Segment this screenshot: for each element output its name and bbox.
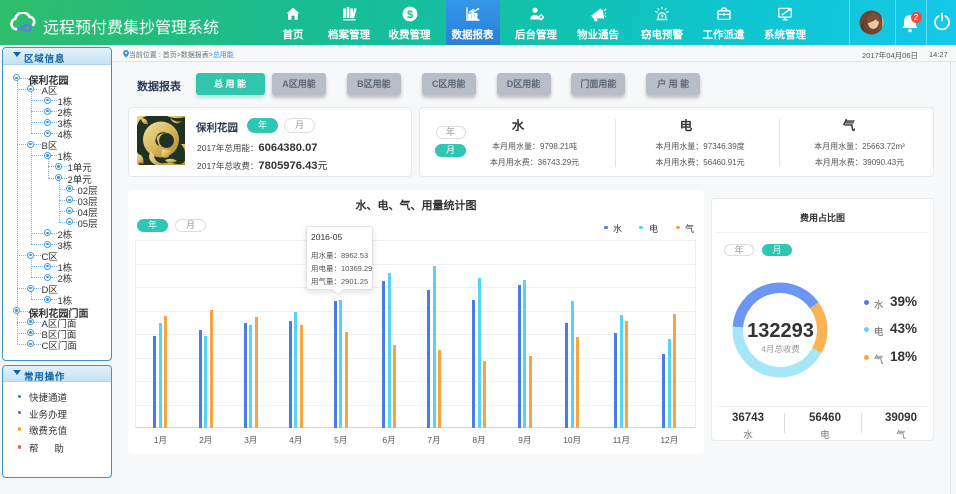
svg-text:$: $ [406, 9, 412, 21]
